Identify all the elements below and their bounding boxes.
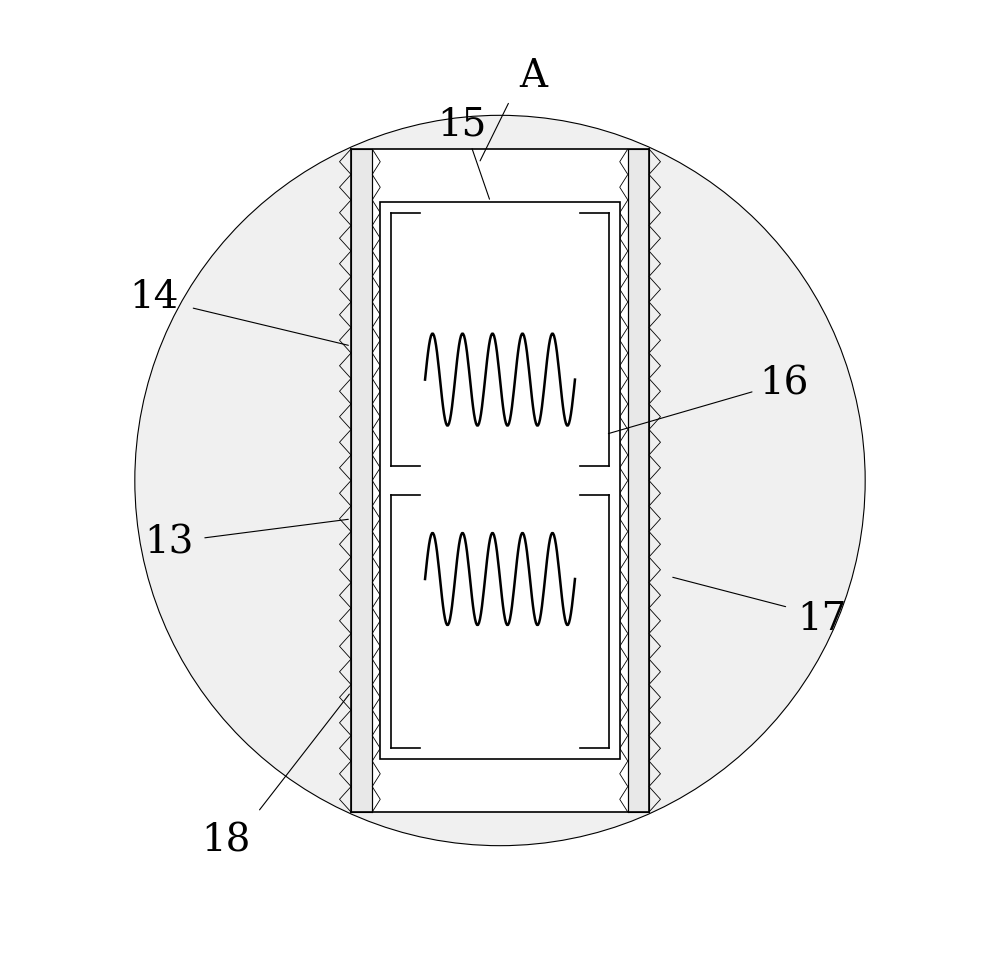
Circle shape <box>135 115 865 846</box>
Bar <box>380 202 620 759</box>
Text: 18: 18 <box>201 823 251 859</box>
Text: 16: 16 <box>759 366 808 403</box>
Bar <box>351 149 372 812</box>
Text: 13: 13 <box>144 525 193 561</box>
Text: 17: 17 <box>797 602 847 638</box>
Bar <box>628 149 649 812</box>
Text: 15: 15 <box>437 107 486 143</box>
Bar <box>351 149 649 812</box>
Text: A: A <box>520 59 548 95</box>
Text: 14: 14 <box>129 280 179 316</box>
